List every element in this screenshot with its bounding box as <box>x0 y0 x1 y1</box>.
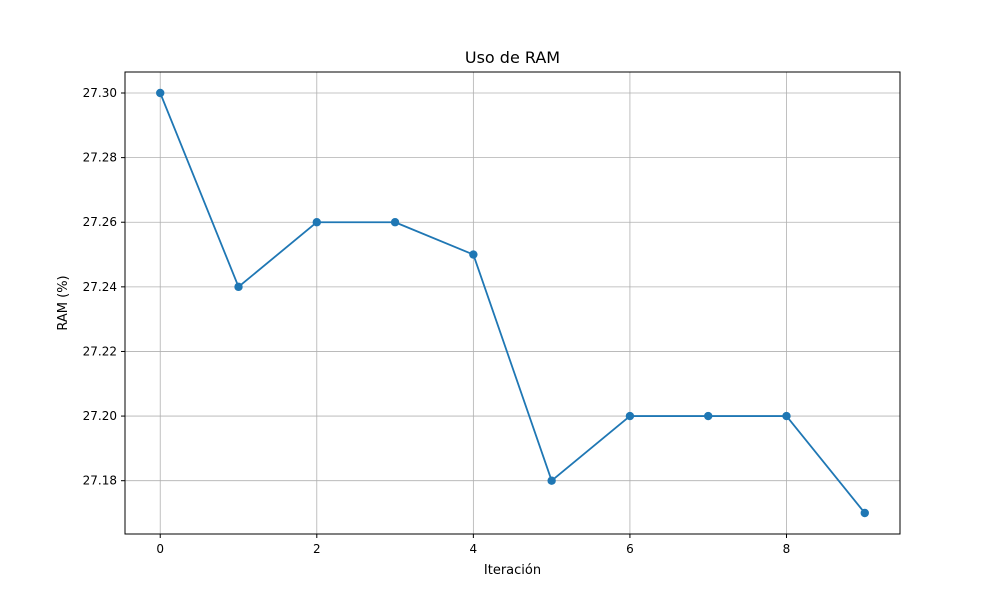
data-point <box>234 282 243 292</box>
data-point <box>390 218 400 227</box>
plot-frame <box>124 71 901 535</box>
y-axis-label: RAM (%) <box>56 275 71 330</box>
x-tick-label: 0 <box>156 542 164 556</box>
data-point <box>625 411 635 421</box>
y-tick-label: 27.28 <box>83 151 117 165</box>
y-tick-label: 27.30 <box>83 86 117 100</box>
chart-title: Uso de RAM <box>465 48 560 67</box>
x-tick-label: 4 <box>470 542 478 556</box>
x-axis-label: Iteración <box>484 563 541 578</box>
data-point <box>156 88 165 98</box>
data-point <box>860 508 869 518</box>
y-tick-label: 27.26 <box>83 215 117 229</box>
grid <box>125 72 900 534</box>
data-point <box>469 250 478 259</box>
y-tick-label: 27.24 <box>83 280 117 294</box>
x-tick-label: 2 <box>313 542 321 556</box>
data-point <box>547 476 556 485</box>
x-tick-label: 8 <box>783 542 791 556</box>
series-line <box>159 92 866 514</box>
data-point <box>312 218 321 227</box>
series-layer <box>156 88 869 518</box>
y-tick-label: 27.18 <box>83 474 117 488</box>
x-tick-label: 6 <box>626 542 634 556</box>
data-point <box>704 411 713 421</box>
y-tick-label: 27.22 <box>83 344 117 358</box>
data-point <box>782 411 791 421</box>
y-tick-label: 27.20 <box>83 409 117 423</box>
axis-ticks: 0 2 4 6 8 27.18 27.20 27.22 27.24 27.26 27.28 27.30 <box>83 86 791 556</box>
